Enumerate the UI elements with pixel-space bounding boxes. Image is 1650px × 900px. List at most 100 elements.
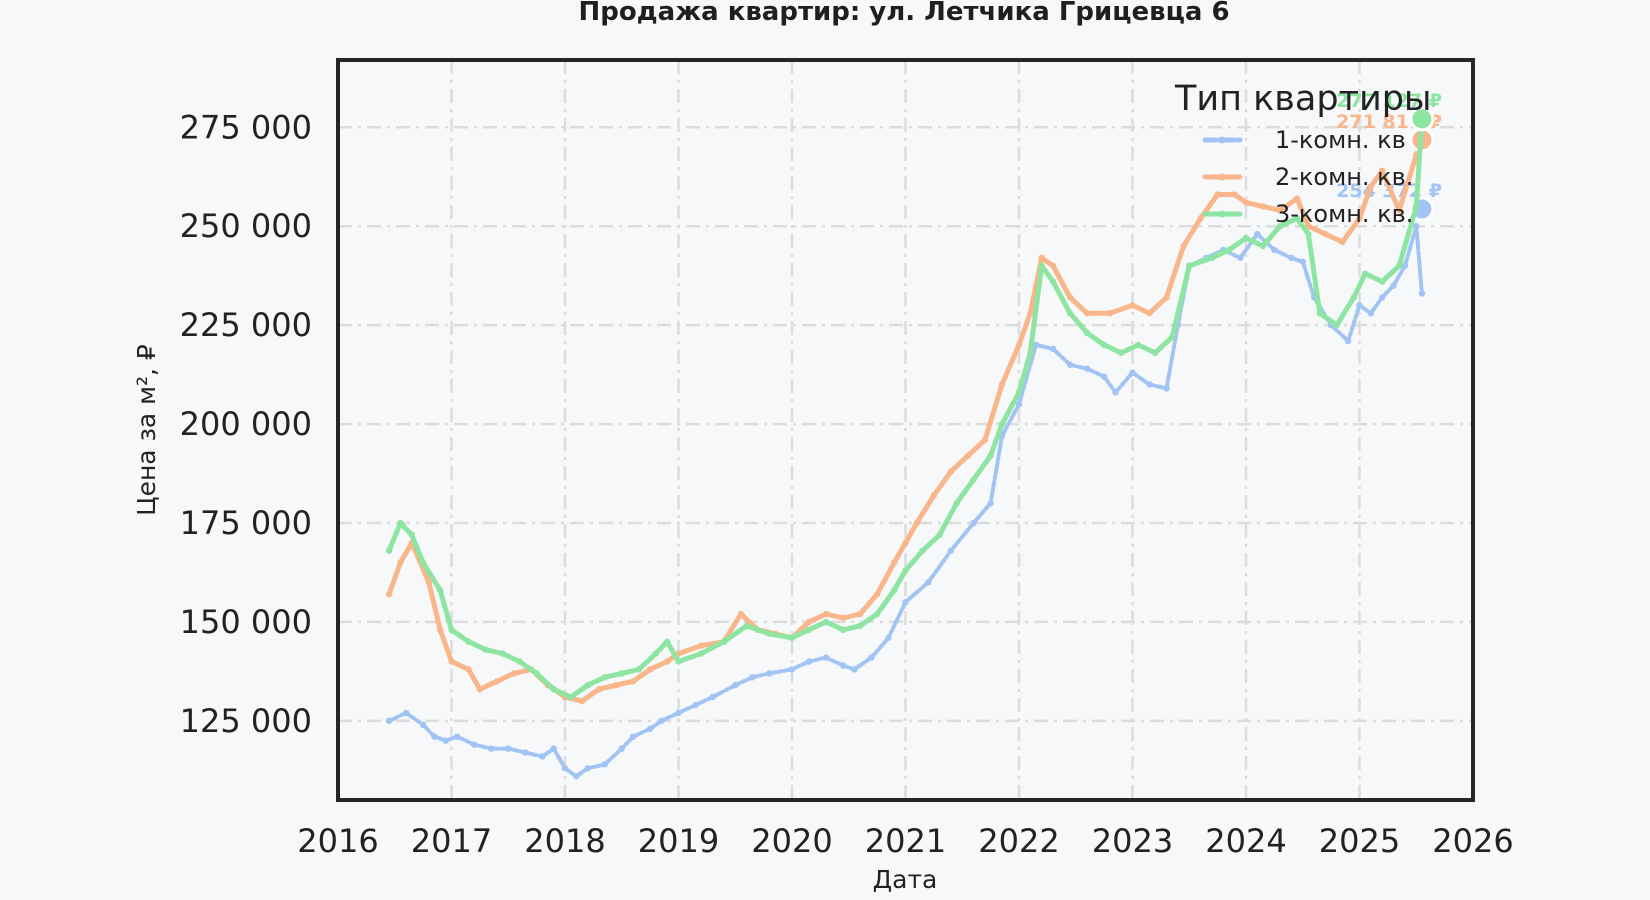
x-tick-label: 2017: [411, 822, 492, 860]
data-point: [431, 733, 438, 740]
data-point: [1083, 329, 1091, 337]
data-point: [1356, 302, 1363, 309]
data-point: [402, 709, 410, 717]
x-tick-label: 2022: [978, 822, 1059, 860]
data-point: [1350, 294, 1358, 301]
data-point: [658, 717, 665, 725]
data-point: [970, 476, 977, 483]
data-point: [692, 701, 699, 709]
data-point: [732, 682, 739, 689]
data-point: [720, 638, 728, 645]
data-point: [1276, 207, 1284, 214]
data-point: [1401, 262, 1409, 269]
data-point: [913, 519, 921, 527]
data-point: [1146, 310, 1153, 317]
data-point: [1293, 195, 1301, 202]
data-point: [1259, 242, 1267, 250]
data-point: [436, 587, 444, 594]
data-point: [953, 500, 960, 507]
data-point: [419, 721, 427, 729]
y-tick-label: 275 000: [180, 108, 312, 146]
data-point: [1379, 294, 1386, 301]
data-point: [947, 468, 955, 475]
data-point: [998, 420, 1006, 428]
chart-title: Продажа квартир: ул. Летчика Грицевца 6: [578, 0, 1229, 27]
y-tick-label: 250 000: [180, 207, 312, 245]
data-point: [385, 717, 393, 725]
data-point: [408, 531, 415, 539]
data-point: [567, 693, 574, 701]
data-point: [890, 559, 898, 566]
data-point: [766, 670, 773, 677]
data-point: [448, 626, 455, 634]
data-point: [1299, 258, 1306, 266]
data-point: [1038, 254, 1045, 262]
legend: Тип квартиры 1-комн. кв 2-комн. кв. 3-комн…: [1174, 79, 1432, 228]
data-point: [749, 674, 756, 681]
data-point: [902, 598, 909, 606]
data-point: [1259, 203, 1267, 210]
data-point: [385, 591, 393, 598]
data-point: [1066, 310, 1074, 317]
data-point: [1049, 345, 1057, 353]
data-point: [1379, 278, 1386, 285]
data-point: [788, 634, 796, 641]
data-point: [663, 658, 671, 665]
data-point: [1112, 389, 1119, 396]
data-point: [987, 500, 994, 507]
y-tick-labels: 125 000 150 000 175 000 200 000 225 000 250 0…: [180, 108, 312, 740]
data-point: [1152, 349, 1159, 357]
x-tick-labels: 2016 2017 2018 2019 2020 2021 2022 2023 2024 2025…: [297, 822, 1513, 860]
data-point: [646, 725, 654, 732]
data-point: [533, 670, 540, 677]
legend-title: Тип квартиры: [1174, 79, 1432, 119]
data-point: [550, 685, 557, 693]
data-point: [1254, 230, 1261, 238]
data-point: [737, 610, 745, 618]
data-point: [805, 626, 813, 634]
y-axis-label: Цена за м², ₽: [132, 344, 161, 516]
data-point: [1049, 262, 1057, 269]
data-point: [1333, 321, 1341, 329]
data-point: [578, 697, 586, 705]
data-point: [612, 682, 620, 689]
data-point: [925, 579, 932, 586]
data-point: [397, 519, 404, 527]
y-tick-label: 200 000: [180, 405, 312, 443]
data-point: [1015, 341, 1023, 349]
legend-marker: [1218, 173, 1226, 181]
data-point: [947, 547, 955, 554]
data-point: [465, 666, 472, 673]
data-point: [1106, 310, 1114, 317]
data-point: [471, 741, 478, 748]
data-point: [629, 678, 637, 685]
y-tick-label: 125 000: [180, 702, 312, 740]
data-point: [743, 622, 750, 630]
data-point: [1100, 341, 1108, 349]
data-point: [698, 650, 705, 657]
data-point: [902, 539, 909, 546]
legend-marker: [1218, 136, 1226, 144]
data-point: [1288, 254, 1295, 262]
data-point: [493, 678, 501, 685]
data-point: [1242, 199, 1250, 206]
data-point: [601, 761, 608, 768]
data-point: [1339, 238, 1346, 246]
data-point: [1413, 223, 1420, 230]
x-tick-label: 2016: [297, 822, 378, 860]
data-point: [981, 436, 989, 444]
data-point: [1293, 215, 1301, 222]
data-point: [1180, 242, 1187, 250]
data-point: [1322, 230, 1329, 238]
data-point: [1413, 203, 1420, 210]
data-point: [788, 666, 796, 673]
data-point: [385, 547, 393, 554]
data-point: [1129, 302, 1136, 309]
data-point: [856, 610, 864, 618]
data-point: [419, 559, 427, 566]
data-point: [1344, 337, 1352, 345]
data-point: [885, 634, 892, 641]
data-point: [465, 638, 472, 645]
data-point: [930, 492, 938, 499]
